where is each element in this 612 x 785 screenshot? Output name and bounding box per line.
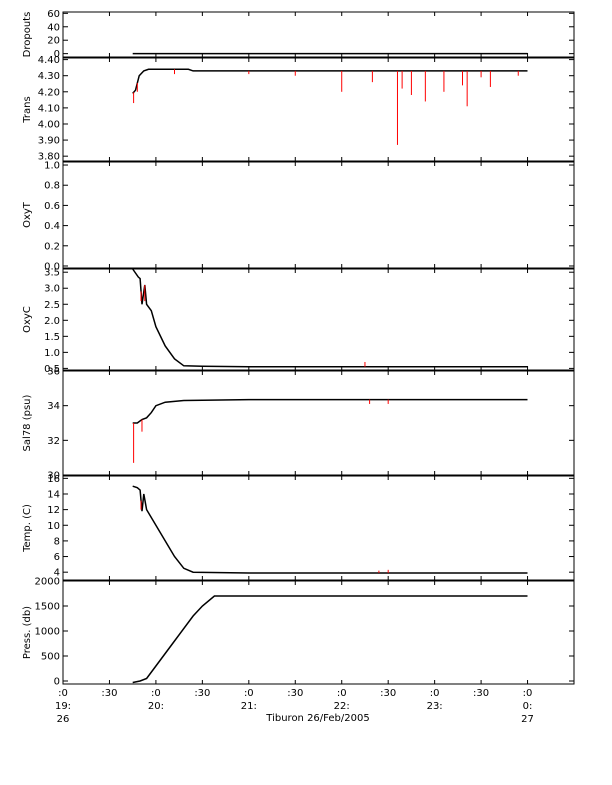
panel-oxyt: 1.0 0.8 0.6 0.4 0.2 0.0 OxyT bbox=[22, 161, 575, 272]
y-tick-label: 20 bbox=[47, 36, 60, 47]
panel-trans: 4.40 4.30 4.20 4.10 4.00 3.90 3.80 Trans bbox=[22, 55, 575, 163]
panel-temp: 16 14 12 10 8 6 4 Temp. (C) bbox=[22, 474, 575, 581]
y-tick-label: 0.4 bbox=[44, 221, 60, 232]
x-tick-label: :0 bbox=[151, 688, 161, 699]
x-tick-label: 0: bbox=[523, 701, 533, 712]
panel-frame bbox=[62, 57, 575, 162]
x-tick-label: 27 bbox=[521, 714, 534, 725]
y-tick-label: 32 bbox=[47, 436, 60, 447]
y-axis-label: Sal78 (psu) bbox=[22, 394, 33, 451]
y-tick-label: 30 bbox=[47, 471, 60, 482]
x-tick-label: 26 bbox=[57, 714, 70, 725]
panel-oxyc: 3.5 3.0 2.5 2.0 1.5 1.0 0.5 OxyC bbox=[22, 268, 575, 375]
y-tick-label: 2.0 bbox=[44, 316, 60, 327]
x-tick-label: 23: bbox=[427, 701, 443, 712]
series-line bbox=[132, 485, 528, 574]
y-tick-label: 0.0 bbox=[44, 261, 60, 272]
x-tick-label: :30 bbox=[380, 688, 396, 699]
y-tick-label: 0.5 bbox=[44, 364, 60, 375]
y-tick-label: 0.8 bbox=[44, 181, 60, 192]
y-tick-label: 2000 bbox=[35, 577, 60, 588]
x-tick-label: 21: bbox=[241, 701, 257, 712]
y-tick-label: 3.5 bbox=[44, 268, 60, 279]
x-tick-label: :0 bbox=[244, 688, 254, 699]
y-tick-label: 16 bbox=[47, 474, 60, 485]
x-tick-label: :30 bbox=[287, 688, 303, 699]
y-axis-label: Dropouts bbox=[22, 12, 33, 58]
series-line bbox=[132, 68, 528, 94]
panel-press: 2000 1500 1000 500 0 Press. (db) bbox=[22, 577, 575, 688]
panel-frame bbox=[62, 475, 575, 581]
y-tick-label: 3.80 bbox=[38, 152, 60, 163]
y-tick-label: 1000 bbox=[35, 627, 60, 638]
series-line bbox=[132, 268, 528, 368]
y-tick-label: 4.00 bbox=[38, 119, 60, 130]
y-tick-label: 12 bbox=[47, 505, 60, 516]
y-axis-label: OxyC bbox=[22, 306, 33, 333]
y-tick-label: 3.0 bbox=[44, 284, 60, 295]
x-tick-label: 19: bbox=[55, 701, 71, 712]
x-tick-label: :30 bbox=[473, 688, 489, 699]
y-tick-label: 1.0 bbox=[44, 161, 60, 172]
y-tick-label: 4.30 bbox=[38, 71, 60, 82]
y-tick-label: 3.90 bbox=[38, 136, 60, 147]
x-tick-label: :0 bbox=[430, 688, 440, 699]
y-tick-label: 500 bbox=[41, 652, 60, 663]
y-axis-label: Press. (db) bbox=[22, 606, 33, 659]
y-tick-label: 0 bbox=[54, 677, 60, 688]
y-axis-label: OxyT bbox=[22, 201, 33, 228]
panel-frame bbox=[62, 11, 575, 58]
series-line bbox=[132, 398, 528, 424]
panel-frame bbox=[62, 161, 575, 269]
y-tick-label: 4.20 bbox=[38, 87, 60, 98]
y-tick-label: 0.6 bbox=[44, 201, 60, 212]
x-tick-label: 20: bbox=[148, 701, 164, 712]
x-tick-label: :30 bbox=[101, 688, 117, 699]
y-tick-label: 14 bbox=[47, 489, 60, 500]
panel-frame bbox=[62, 580, 575, 685]
x-tick-label: :0 bbox=[523, 688, 533, 699]
y-tick-label: 36 bbox=[47, 367, 60, 378]
panel-dropouts: 60 40 20 0 Dropouts bbox=[22, 9, 575, 60]
y-tick-label: 6 bbox=[54, 552, 60, 563]
panel-frame bbox=[62, 370, 575, 476]
panel-sal78: 36 34 32 30 Sal78 (psu) bbox=[22, 367, 575, 482]
y-tick-label: 1.0 bbox=[44, 348, 60, 359]
x-tick-label: 22: bbox=[334, 701, 350, 712]
panel-frame bbox=[62, 268, 575, 371]
y-tick-label: 40 bbox=[47, 22, 60, 33]
x-tick-label: :0 bbox=[337, 688, 347, 699]
y-axis-label: Temp. (C) bbox=[22, 504, 33, 553]
y-tick-label: 4 bbox=[54, 568, 60, 579]
y-tick-label: 2.5 bbox=[44, 300, 60, 311]
y-axis-label: Trans bbox=[22, 96, 33, 123]
x-tick-label: :30 bbox=[194, 688, 210, 699]
y-tick-label: 0.2 bbox=[44, 241, 60, 252]
y-tick-label: 4.40 bbox=[38, 55, 60, 66]
y-tick-label: 10 bbox=[47, 521, 60, 532]
y-tick-label: 1.5 bbox=[44, 332, 60, 343]
y-tick-label: 34 bbox=[47, 401, 60, 412]
y-tick-label: 1500 bbox=[35, 602, 60, 613]
y-tick-label: 4.10 bbox=[38, 103, 60, 114]
y-tick-label: 60 bbox=[47, 9, 60, 20]
y-tick-label: 0 bbox=[54, 49, 60, 60]
y-tick-label: 8 bbox=[54, 536, 60, 547]
series-line bbox=[132, 595, 528, 684]
x-tick-label: :0 bbox=[58, 688, 68, 699]
x-axis-title: Tiburon 26/Feb/2005 bbox=[265, 713, 369, 724]
